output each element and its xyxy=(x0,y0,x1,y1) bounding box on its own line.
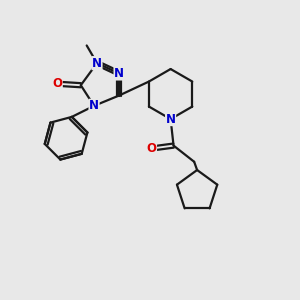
Text: O: O xyxy=(52,77,62,90)
Text: N: N xyxy=(92,57,102,70)
Text: O: O xyxy=(146,142,157,155)
Text: N: N xyxy=(89,99,99,112)
Text: N: N xyxy=(166,112,176,126)
Text: N: N xyxy=(114,67,124,80)
